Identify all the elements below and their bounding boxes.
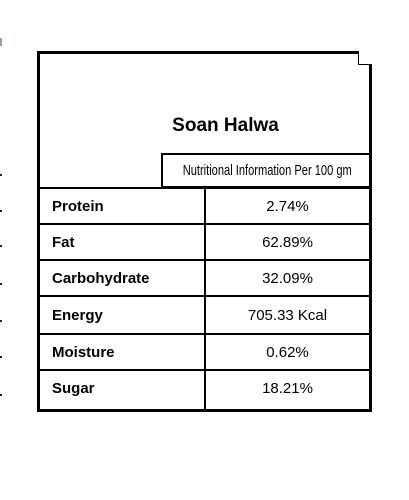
nutrient-label: Protein: [52, 197, 104, 215]
nutrient-label: Energy: [52, 306, 103, 324]
corner-notch: [358, 51, 372, 65]
edge-mark: [0, 38, 2, 46]
edge-mark: [0, 245, 2, 247]
nutrient-label: Fat: [52, 233, 75, 251]
product-title: Soan Halwa: [172, 115, 279, 136]
column-divider: [204, 187, 206, 409]
nutrient-label: Carbohydrate: [52, 269, 150, 287]
edge-mark: [0, 283, 2, 285]
edge-mark: [0, 356, 2, 358]
nutrition-subtitle: Nutritional Information Per 100 gm: [182, 162, 353, 179]
edge-mark: [0, 174, 2, 176]
nutrient-value: 62.89%: [262, 233, 313, 251]
nutrient-value: 32.09%: [262, 269, 313, 287]
nutrient-label: Sugar: [52, 379, 95, 397]
nutrition-label-card: Soan Halwa Nutritional Information Per 1…: [37, 51, 372, 412]
nutrient-value: 705.33 Kcal: [247, 306, 328, 324]
nutrient-value: 18.21%: [262, 379, 313, 397]
edge-mark: [0, 320, 2, 322]
edge-mark: [0, 394, 2, 396]
nutrition-subtitle-box: Nutritional Information Per 100 gm: [161, 153, 372, 188]
nutrient-label: Moisture: [52, 343, 115, 361]
nutrient-value: 2.74%: [266, 197, 309, 215]
edge-mark: [0, 210, 2, 212]
nutrient-value: 0.62%: [266, 343, 309, 361]
